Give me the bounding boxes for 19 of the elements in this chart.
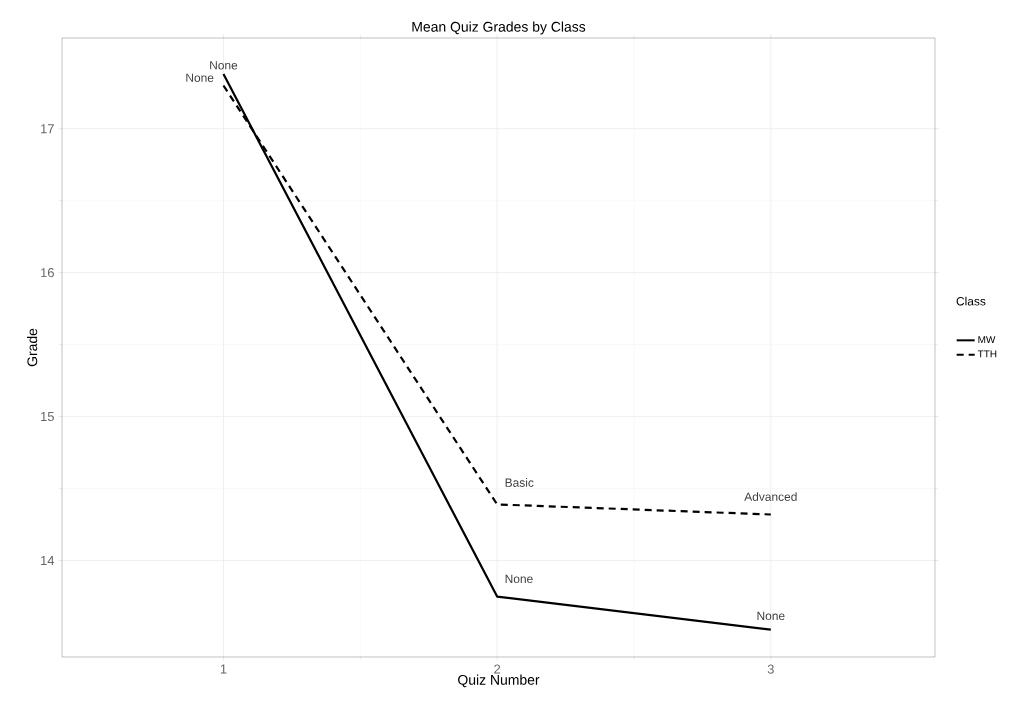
annotation: Basic — [505, 478, 534, 487]
annotation: None — [210, 61, 238, 70]
x-tick-label: 3 — [767, 664, 774, 674]
legend-title: Class — [956, 296, 986, 306]
y-tick-label: 14 — [41, 556, 55, 566]
y-tick-label: 16 — [41, 268, 54, 278]
annotation: Advanced — [744, 492, 797, 501]
y-tick-label: 15 — [41, 412, 54, 422]
y-axis-title: Grade — [26, 328, 38, 367]
annotation: None — [757, 611, 785, 621]
legend-label: MW — [978, 336, 996, 344]
chart-title: Mean Quiz Grades by Class — [412, 21, 586, 35]
legend-label: TTH — [977, 350, 997, 358]
annotation: None — [186, 73, 214, 82]
x-tick-label: 2 — [494, 664, 501, 674]
y-tick-label: 17 — [41, 124, 54, 134]
x-tick-label: 1 — [220, 664, 227, 674]
annotation: None — [505, 574, 533, 584]
x-axis-title: Quiz Number — [458, 674, 540, 688]
